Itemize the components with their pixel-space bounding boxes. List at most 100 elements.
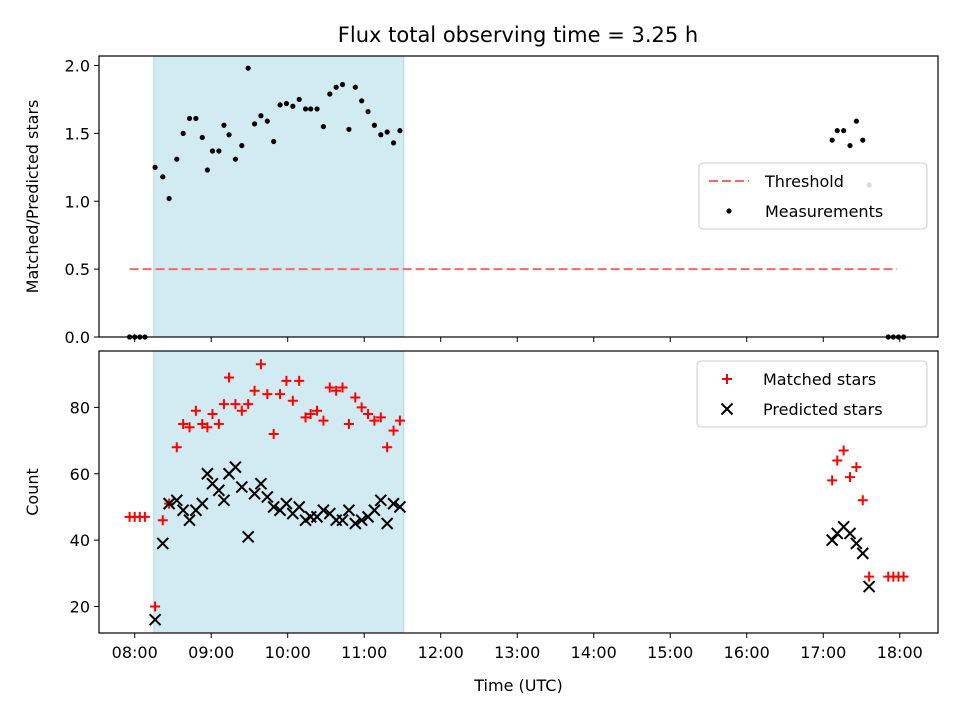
- data-point: [825, 533, 839, 547]
- data-point: [235, 480, 249, 494]
- x-axis-label: Time (UTC): [473, 676, 562, 695]
- data-point: [393, 500, 407, 514]
- y-tick-label: 20: [70, 597, 90, 616]
- data-point: [176, 504, 190, 517]
- data-point: [312, 405, 323, 416]
- data-point: [202, 422, 213, 433]
- data-point: [254, 477, 268, 490]
- data-point: [243, 399, 254, 410]
- legend-box: [696, 360, 928, 428]
- data-point: [261, 490, 274, 504]
- data-point: [152, 164, 158, 170]
- highlight-span: [153, 350, 405, 634]
- data-point: [349, 517, 362, 530]
- data-point: [388, 425, 399, 436]
- data-point: [342, 504, 356, 517]
- data-point: [213, 418, 224, 429]
- data-point: [853, 118, 859, 124]
- data-point: [862, 580, 876, 593]
- data-point: [171, 442, 182, 453]
- data-point: [829, 137, 835, 143]
- legend-label: Matched stars: [763, 370, 876, 389]
- axes-frame: [98, 350, 939, 634]
- legend: Matched stars Predicted stars: [696, 360, 928, 428]
- data-point: [229, 460, 242, 474]
- x-tick-label: 13:00: [494, 643, 540, 662]
- x-tick-label: 11:00: [341, 643, 387, 662]
- data-point: [387, 497, 400, 510]
- data-point: [302, 106, 309, 112]
- y-tick-label: 80: [70, 398, 90, 417]
- data-point: [232, 156, 239, 162]
- data-point: [320, 123, 327, 130]
- data-point: [827, 475, 838, 486]
- data-point: [378, 132, 384, 138]
- data-point: [196, 497, 209, 510]
- x-tick-label: 18:00: [877, 643, 923, 662]
- data-point: [382, 442, 393, 453]
- data-point: [296, 96, 302, 103]
- data-point: [390, 140, 397, 146]
- data-point: [190, 405, 201, 416]
- data-point: [217, 494, 231, 507]
- data-point: [248, 487, 261, 500]
- data-point: [150, 601, 161, 612]
- data-point: [374, 494, 387, 507]
- data-point: [847, 142, 853, 149]
- legend-marker: [722, 374, 732, 384]
- data-point: [184, 422, 195, 433]
- data-point: [834, 128, 840, 134]
- data-point: [841, 128, 847, 134]
- legend: Threshold Measurements: [698, 162, 928, 230]
- legend-label: Measurements: [765, 202, 883, 221]
- data-point: [204, 167, 210, 173]
- data-point: [371, 122, 378, 128]
- chart-title: Flux total observing time = 3.25 h: [338, 23, 698, 47]
- data-point: [267, 500, 280, 514]
- legend-marker: [726, 208, 732, 214]
- data-point: [384, 129, 390, 135]
- data-point: [363, 409, 374, 420]
- y-axis-label: Matched/Predicted stars: [23, 100, 42, 294]
- data-point: [857, 495, 868, 506]
- y-tick-label: 1.0: [65, 192, 90, 211]
- series-matched-stars: [124, 359, 909, 612]
- data-point: [268, 428, 279, 439]
- y-tick-label: 60: [70, 465, 90, 484]
- data-point: [843, 527, 857, 540]
- data-point: [216, 148, 222, 154]
- data-point: [292, 500, 306, 514]
- x-tick-label: 16:00: [724, 643, 770, 662]
- data-point: [343, 418, 354, 429]
- y-tick-label: 0.5: [65, 260, 90, 279]
- data-point: [249, 385, 260, 396]
- data-point: [394, 415, 405, 426]
- data-point: [287, 395, 298, 406]
- data-point: [375, 412, 386, 423]
- data-point: [180, 130, 186, 136]
- data-point: [281, 375, 292, 386]
- data-point: [212, 484, 226, 497]
- data-point: [339, 81, 346, 88]
- data-point: [262, 389, 273, 400]
- data-point: [162, 497, 176, 510]
- panel-ratio: 0.0 0.5 1.0 1.5 2.0 Matched/Predicted stars Th…: [23, 55, 939, 347]
- data-point: [224, 372, 235, 383]
- x-tick-label: 10:00: [265, 643, 311, 662]
- x-tick-label: 09:00: [188, 643, 234, 662]
- data-point: [251, 121, 258, 127]
- data-point: [207, 409, 218, 420]
- legend-box: [698, 162, 928, 230]
- data-point: [317, 504, 330, 517]
- data-point: [305, 409, 316, 420]
- x-tick-label: 15:00: [647, 643, 693, 662]
- legend-label: Predicted stars: [763, 400, 883, 419]
- data-point: [369, 415, 380, 426]
- x-tick-label: 12:00: [418, 643, 464, 662]
- legend-marker: [720, 402, 734, 416]
- data-point: [221, 122, 227, 128]
- legend-label: Threshold: [764, 172, 844, 191]
- data-point: [139, 511, 150, 522]
- y-tick-label: 1.5: [65, 124, 90, 143]
- data-point: [245, 65, 251, 71]
